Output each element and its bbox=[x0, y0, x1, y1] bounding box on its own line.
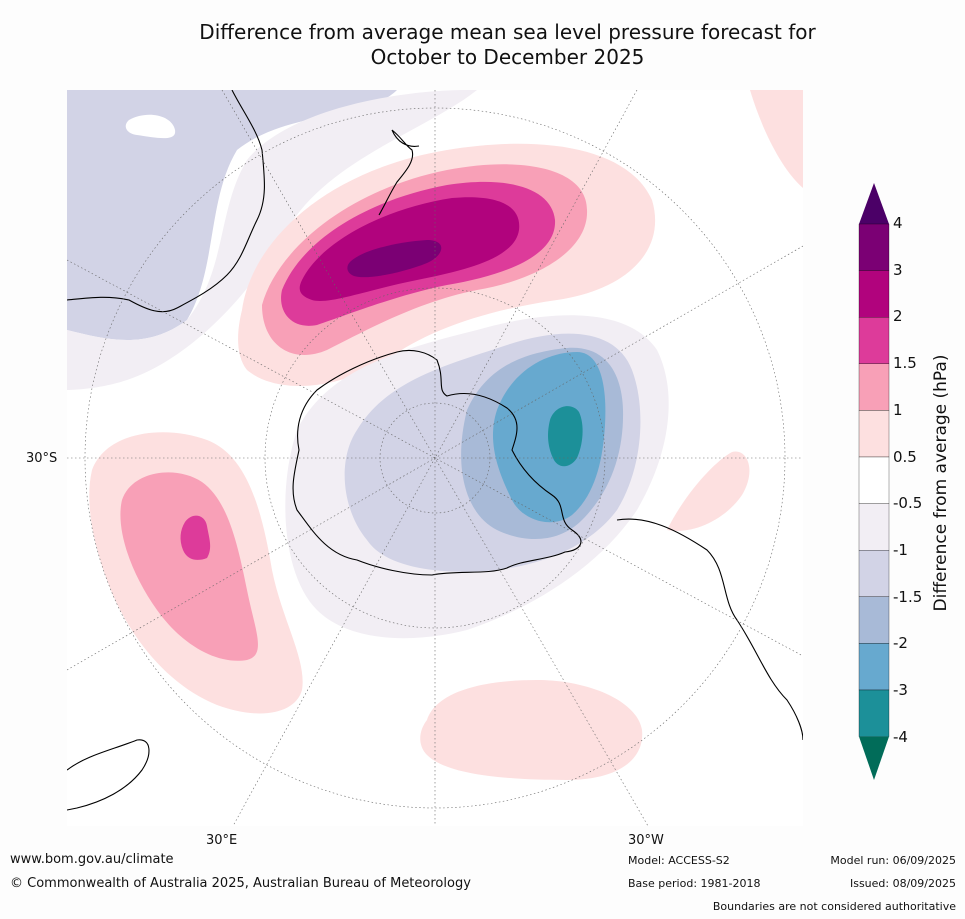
pos-field-indian-1 bbox=[120, 472, 258, 661]
pos-field-3 bbox=[347, 240, 442, 278]
colorbar-bin-15-2 bbox=[858, 317, 890, 364]
colorbar-bin-neutral bbox=[858, 456, 890, 504]
new-zealand-coastline bbox=[378, 129, 420, 216]
cb-tick-4: 4 bbox=[893, 214, 903, 232]
cb-tick-1-5: 1.5 bbox=[893, 354, 917, 372]
cb-tick-1: 1 bbox=[893, 401, 903, 419]
colorbar-bin-m3-m4 bbox=[858, 689, 890, 737]
colorbar-top-arrow bbox=[859, 183, 889, 224]
map-svg bbox=[67, 90, 803, 826]
neg-field-weddell-3 bbox=[548, 406, 583, 467]
colorbar-bin-1-15 bbox=[858, 363, 890, 411]
colorbar-title: Difference from average (hPa) bbox=[931, 354, 951, 612]
label-30w: 30°W bbox=[628, 833, 664, 848]
model-text: Model: ACCESS-S2 bbox=[628, 854, 730, 867]
australia-coastline bbox=[67, 90, 265, 313]
pos-field-top-right bbox=[750, 90, 803, 188]
title-line-1: Difference from average mean sea level p… bbox=[199, 20, 816, 44]
antarctica-coastline bbox=[292, 349, 582, 576]
graticule bbox=[67, 90, 803, 826]
copyright-text: © Commonwealth of Australia 2025, Austra… bbox=[10, 876, 471, 891]
pos-field-south-pacific bbox=[420, 680, 643, 780]
label-30e: 30°E bbox=[206, 833, 238, 848]
africa-coastline bbox=[67, 739, 150, 811]
colorbar-bin-m2-m3 bbox=[858, 643, 890, 691]
colorbar-bin-m15-m2 bbox=[858, 596, 890, 644]
pos-field-indian-15 bbox=[180, 515, 211, 560]
colorbar-bin-m1-m15 bbox=[858, 550, 890, 597]
base-period-text: Base period: 1981-2018 bbox=[628, 877, 761, 890]
website-link[interactable]: www.bom.gov.au/climate bbox=[10, 852, 174, 867]
title-line-2: October to December 2025 bbox=[370, 45, 645, 69]
cb-tick-m4: -4 bbox=[893, 728, 908, 746]
chart-title: Difference from average mean sea level p… bbox=[0, 20, 965, 70]
polar-map bbox=[67, 90, 803, 826]
colorbar-bin-3-4 bbox=[858, 223, 890, 271]
cb-tick-m1: -1 bbox=[893, 541, 908, 559]
cb-tick-m2: -2 bbox=[893, 634, 908, 652]
neg-field-small-island bbox=[125, 114, 176, 139]
disclaimer-text: Boundaries are not considered authoritat… bbox=[712, 900, 956, 913]
cb-tick-3: 3 bbox=[893, 261, 903, 279]
cb-tick-m1-5: -1.5 bbox=[893, 588, 923, 606]
colorbar-bottom-arrow bbox=[859, 736, 889, 780]
pos-field-drake bbox=[667, 451, 750, 531]
neg-field-weak-1 bbox=[67, 90, 477, 390]
cb-tick-m0-5: -0.5 bbox=[893, 494, 923, 512]
cb-tick-0-5: 0.5 bbox=[893, 448, 917, 466]
model-run-text: Model run: 06/09/2025 bbox=[830, 854, 956, 867]
cb-tick-2: 2 bbox=[893, 307, 903, 325]
south-america-coastline bbox=[616, 518, 803, 741]
colorbar-bin-05-1 bbox=[858, 410, 890, 458]
colorbar-bin-m05-m1 bbox=[858, 503, 890, 551]
issued-text: Issued: 08/09/2025 bbox=[849, 877, 956, 890]
cb-tick-m3: -3 bbox=[893, 681, 908, 699]
colorbar bbox=[858, 183, 890, 780]
colorbar-bin-2-3 bbox=[858, 270, 890, 318]
neg-field-tasman bbox=[67, 90, 397, 340]
label-30s: 30°S bbox=[26, 451, 58, 466]
